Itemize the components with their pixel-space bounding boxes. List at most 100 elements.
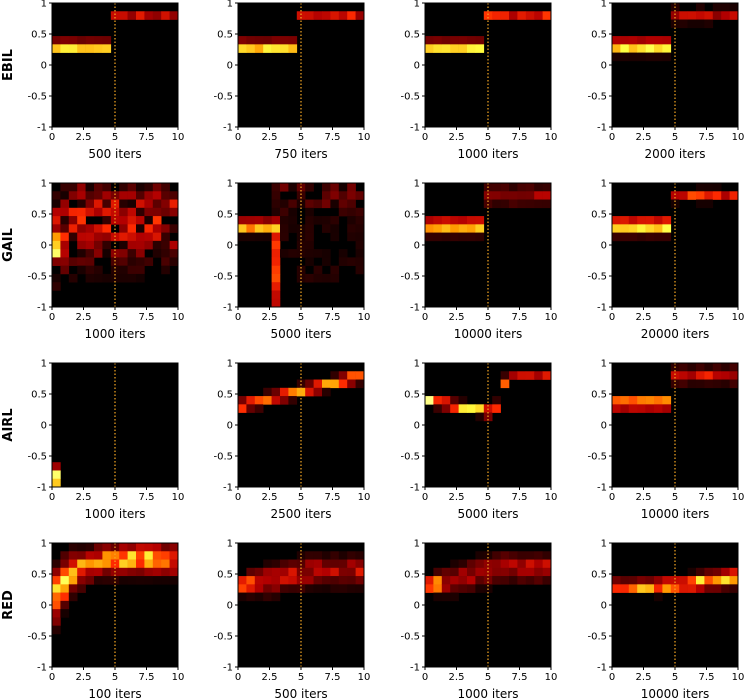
heatmap-cell — [271, 36, 281, 45]
heatmap-cell — [102, 567, 112, 577]
heatmap-cell — [450, 216, 459, 225]
x-tick-label: 0 — [422, 132, 428, 143]
heatmap-cell — [662, 576, 672, 585]
heatmap-cell — [355, 11, 365, 20]
x-tick-label: 10 — [545, 132, 558, 143]
heatmap-cell — [628, 404, 638, 413]
heatmap-cell — [433, 232, 443, 242]
x-tick-label: 5 — [298, 132, 304, 143]
heatmap-cell — [637, 44, 646, 53]
heatmap-cell — [696, 567, 705, 577]
heatmap-cell — [347, 567, 356, 577]
heatmap-cell — [517, 576, 527, 585]
x-tick-label: 5 — [485, 672, 491, 683]
heatmap-panel-red-2: 0 2.5 5 7.5 10 1 0.5 0 -0.5 -1 500 iters — [213, 539, 370, 698]
heatmap-cell — [458, 44, 468, 53]
panel-caption: 2500 iters — [271, 507, 332, 521]
heatmap-cell — [60, 249, 70, 258]
x-tick-label: 0 — [235, 492, 241, 503]
heatmap-cell — [119, 224, 128, 233]
heatmap-cell — [238, 584, 247, 593]
heatmap-cell — [620, 216, 630, 225]
heatmap-cell — [161, 183, 170, 192]
x-tick-label: 10 — [358, 672, 371, 683]
x-tick-label: 2.5 — [636, 312, 652, 323]
x-tick-label: 5 — [112, 132, 118, 143]
y-tick-label: 1 — [414, 359, 420, 370]
heatmap-cell — [628, 232, 638, 242]
heatmap-cell — [654, 36, 663, 45]
heatmap-cell — [136, 567, 145, 577]
heatmap-cell — [433, 567, 443, 577]
heatmap-cell — [254, 216, 264, 225]
heatmap-cell — [288, 207, 298, 217]
y-tick-label: -0.5 — [27, 452, 47, 463]
heatmap-cell — [654, 224, 663, 233]
y-tick-label: -0.5 — [400, 452, 420, 463]
heatmap-cell — [85, 567, 95, 577]
heatmap-cell — [433, 36, 443, 45]
heatmap-cell — [721, 371, 730, 380]
y-tick-label: 0 — [601, 241, 607, 252]
heatmap-cell — [246, 567, 256, 577]
heatmap-cell — [704, 191, 714, 200]
x-tick-label: 2.5 — [449, 672, 465, 683]
y-tick-label: -0.5 — [400, 272, 420, 283]
heatmap-cell — [52, 625, 61, 635]
x-tick-label: 2.5 — [449, 492, 465, 503]
heatmap-cell — [110, 11, 120, 20]
heatmap-cell — [322, 199, 331, 209]
row-label-red: RED — [1, 590, 16, 620]
heatmap-panel-ebil-2: 0 2.5 5 7.5 10 1 0.5 0 -0.5 -1 750 iters — [213, 0, 370, 161]
y-tick-label: 0.5 — [591, 570, 607, 581]
heatmap-cell — [338, 199, 348, 209]
heatmap-cell — [280, 387, 289, 397]
heatmap-cell — [679, 11, 688, 20]
x-tick-label: 0 — [609, 492, 615, 503]
y-tick-label: 0.5 — [217, 30, 233, 41]
heatmap-cell — [347, 191, 356, 200]
heatmap-cell — [52, 609, 61, 618]
panel-background — [238, 3, 364, 127]
heatmap-cell — [288, 44, 298, 53]
heatmap-cell — [729, 363, 739, 372]
heatmap-cell — [52, 224, 61, 233]
y-tick-label: -1 — [597, 123, 607, 134]
heatmap-cell — [280, 44, 289, 53]
heatmap-cell — [475, 216, 485, 225]
heatmap-cell — [60, 257, 70, 266]
heatmap-cell — [77, 216, 86, 225]
x-tick-label: 5 — [298, 672, 304, 683]
heatmap-cell — [483, 559, 493, 569]
heatmap-cell — [500, 371, 510, 380]
x-tick-label: 10 — [732, 312, 745, 323]
heatmap-cell — [136, 249, 145, 258]
heatmap-cell — [169, 207, 179, 217]
heatmap-cell — [254, 36, 264, 45]
heatmap-cell — [288, 584, 298, 593]
heatmap-cell — [637, 52, 646, 62]
heatmap-cell — [94, 36, 103, 45]
heatmap-cell — [52, 576, 61, 585]
heatmap-cell — [355, 257, 365, 266]
heatmap-cell — [94, 576, 103, 585]
heatmap-cell — [628, 52, 638, 62]
heatmap-cell — [161, 551, 170, 560]
heatmap-cell — [612, 224, 621, 233]
heatmap-cell — [704, 379, 714, 389]
heatmap-cell — [425, 584, 434, 593]
heatmap-cell — [85, 44, 95, 53]
heatmap-cell — [144, 191, 154, 200]
heatmap-cell — [161, 240, 170, 250]
heatmap-cell — [77, 232, 86, 242]
y-tick-label: 0.5 — [591, 210, 607, 221]
heatmap-cell — [637, 232, 646, 242]
heatmap-cell — [338, 11, 348, 20]
heatmap-cell — [467, 224, 476, 233]
heatmap-cell — [696, 11, 705, 20]
heatmap-panel-gail-4: 0 2.5 5 7.5 10 1 0.5 0 -0.5 -1 20000 iters — [587, 179, 744, 342]
heatmap-cell — [127, 249, 137, 258]
heatmap-cell — [152, 224, 162, 233]
heatmap-cell — [475, 224, 485, 233]
heatmap-cell — [450, 576, 459, 585]
